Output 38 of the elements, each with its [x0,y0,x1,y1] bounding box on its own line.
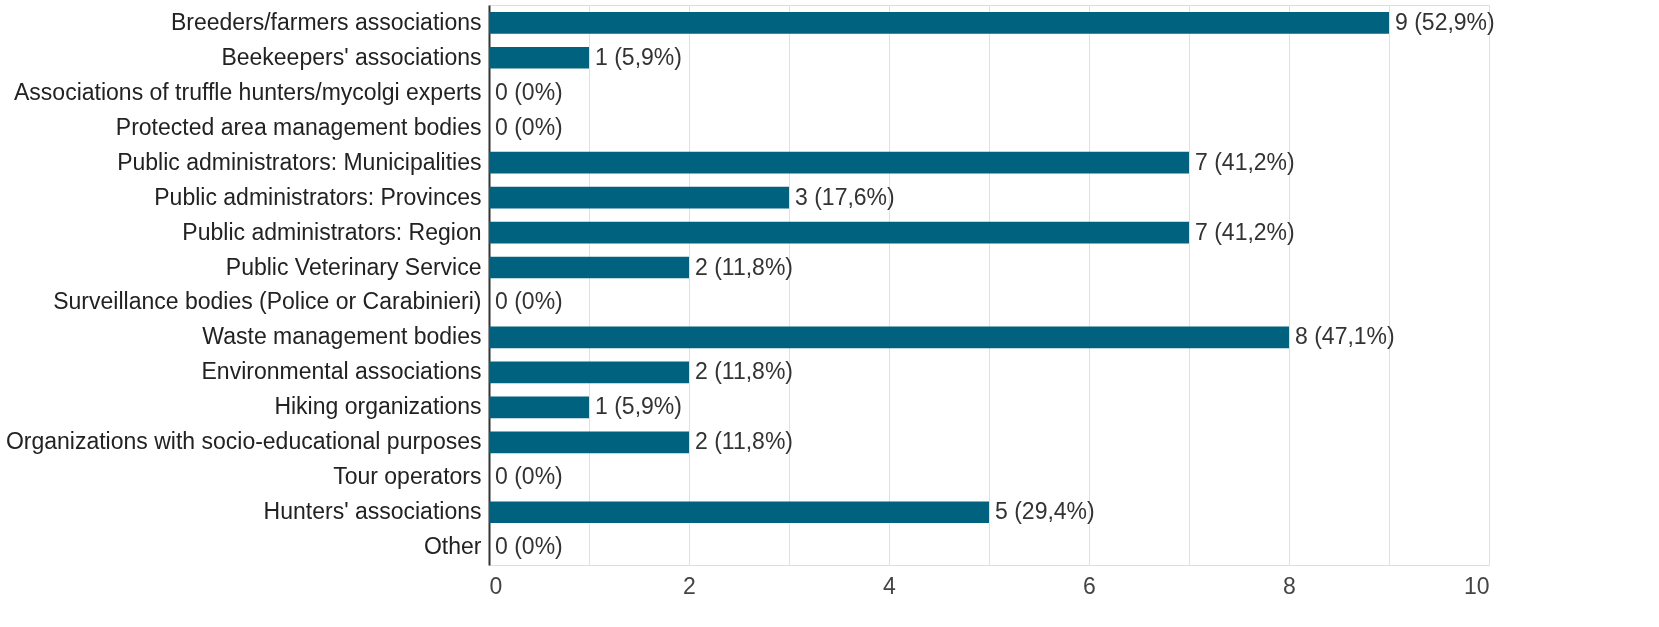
data-label: 7 (41,2%) [1195,148,1295,175]
x-tick-label: 6 [1083,572,1096,599]
y-tick-label: Beekeepers' associations [221,43,482,70]
data-label: 7 (41,2%) [1195,218,1295,245]
y-tick-label: Associations of truffle hunters/mycolgi experts [14,78,482,105]
data-label: 2 (11,8%) [695,358,794,385]
data-label: 9 (52,9%) [1395,8,1495,35]
y-tick-label: Hiking organizations [274,393,482,420]
y-tick-label: Waste management bodies [202,323,482,350]
data-label: 3 (17,6%) [795,183,895,210]
y-tick-label: Environmental associations [201,358,482,385]
x-tick-label: 0 [489,572,503,599]
y-tick-label: Tour operators [333,463,482,490]
x-tick-label: 4 [883,572,897,599]
y-tick-label: Organizations with socio-educational purposes [5,428,482,455]
data-label: 1 (5,9%) [595,393,682,420]
x-tick-label: 2 [683,572,696,599]
y-tick-label: Hunters' associations [263,498,482,525]
x-tick-label: 8 [1283,572,1296,599]
y-tick-label: Surveillance bodies (Police or Carabinieri) [53,288,482,315]
data-label: 0 (0%) [495,78,563,105]
data-label: 2 (11,8%) [695,253,794,280]
data-label: 2 (11,8%) [695,428,794,455]
data-label: 0 (0%) [495,533,563,560]
data-label: 0 (0%) [495,463,563,490]
data-label: 0 (0%) [495,288,563,315]
data-label: 5 (29,4%) [995,498,1095,525]
y-tick-label: Other [423,533,482,560]
y-tick-label: Protected area management bodies [115,113,482,140]
y-tick-label: Public administrators: Provinces [154,183,482,210]
y-tick-label: Breeders/farmers associations [170,8,482,35]
data-label: 8 (47,1%) [1295,323,1395,350]
data-label: 1 (5,9%) [595,43,682,70]
x-tick-label: 10 [1463,572,1490,599]
y-tick-label: Public administrators: Region [182,218,482,245]
y-tick-label: Public administrators: Municipalities [117,148,482,175]
data-label: 0 (0%) [495,113,563,140]
y-tick-label: Public Veterinary Service [225,253,482,280]
